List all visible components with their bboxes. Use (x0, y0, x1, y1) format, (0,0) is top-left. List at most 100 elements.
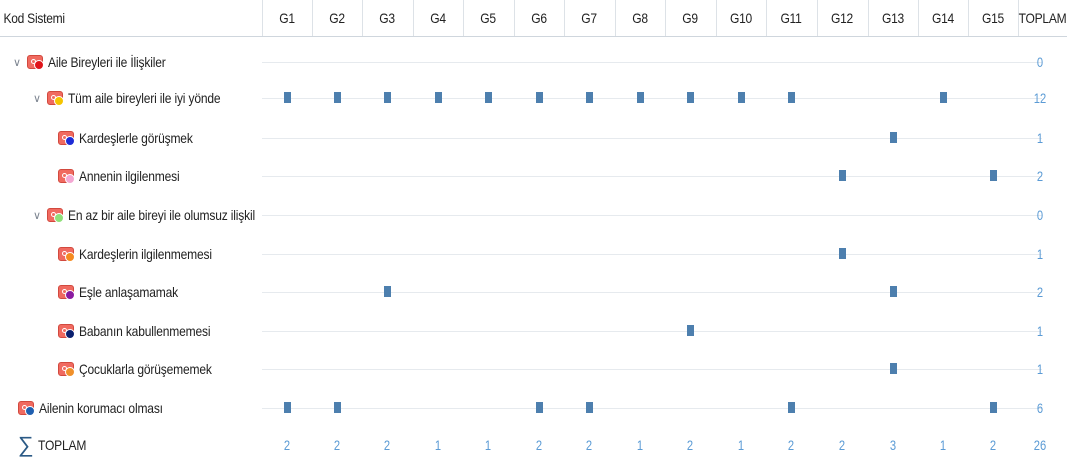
code-row[interactable]: Eşle anlaşamamak 2 (0, 276, 1067, 308)
column-divider[interactable] (362, 0, 363, 36)
coded-segment-mark-g2[interactable] (334, 402, 341, 413)
coded-segment-mark-g15[interactable] (990, 402, 997, 413)
chevron-down-icon[interactable]: ∨ (30, 208, 44, 222)
column-header-g4[interactable]: G4 (417, 0, 460, 36)
code-tag-icon (58, 323, 76, 339)
totals-row: ∑ TOPLAM 2 2 2 1 1 2 2 1 2 1 2 2 3 1 2 26 (0, 429, 1067, 461)
column-divider[interactable] (312, 0, 313, 36)
coded-segment-mark-g12[interactable] (839, 248, 846, 259)
column-divider[interactable] (564, 0, 565, 36)
column-total-g11: 2 (783, 429, 799, 461)
column-header-code-system[interactable]: Kod Sistemi (0, 0, 236, 36)
coded-segment-mark-g8[interactable] (637, 92, 644, 103)
coded-segment-mark-g10[interactable] (738, 92, 745, 103)
code-row-label-group: Kardeşlerle görüşmek (58, 122, 211, 154)
column-total-g12: 2 (834, 429, 850, 461)
column-divider[interactable] (615, 0, 616, 36)
code-row[interactable]: Babanın kabullenmemesi 1 (0, 315, 1067, 347)
color-dot-icon (65, 367, 75, 377)
coded-segment-mark-g3[interactable] (384, 92, 391, 103)
grand-total: 26 (1032, 429, 1048, 461)
column-header-g1[interactable]: G1 (266, 0, 309, 36)
code-row[interactable]: ∨ En az bir aile bireyi ile olumsuz ilişk… (0, 199, 1067, 231)
coded-segment-mark-g11[interactable] (788, 92, 795, 103)
row-guide-line (262, 215, 1042, 216)
column-header-g12[interactable]: G12 (821, 0, 864, 36)
column-header-g2[interactable]: G2 (316, 0, 359, 36)
column-divider[interactable] (463, 0, 464, 36)
code-row-label-group: Ailenin korumacı olması (18, 392, 183, 424)
color-dot-icon (54, 213, 64, 223)
column-divider[interactable] (514, 0, 515, 36)
column-header-g10[interactable]: G10 (720, 0, 763, 36)
row-guide-line (262, 138, 1042, 139)
coded-segment-mark-g5[interactable] (485, 92, 492, 103)
coded-segment-mark-g11[interactable] (788, 402, 795, 413)
code-label: En az bir aile bireyi ile olumsuz ilişki… (68, 207, 255, 223)
code-row[interactable]: Çocuklarla görüşememek 1 (0, 353, 1067, 385)
row-guide-line (262, 369, 1042, 370)
code-tag-icon (18, 400, 36, 416)
row-guide-line (262, 62, 1042, 63)
coded-segment-mark-g4[interactable] (435, 92, 442, 103)
column-divider[interactable] (413, 0, 414, 36)
column-header-g6[interactable]: G6 (518, 0, 561, 36)
column-header-g11[interactable]: G11 (770, 0, 813, 36)
code-tag-icon (58, 168, 76, 184)
chevron-down-icon[interactable]: ∨ (30, 91, 44, 105)
coded-segment-mark-g13[interactable] (890, 132, 897, 143)
column-divider[interactable] (918, 0, 919, 36)
column-header-total[interactable]: TOPLAM (1021, 0, 1063, 36)
column-header-g7[interactable]: G7 (568, 0, 611, 36)
code-row-label-group: Annenin ilgilenmesi (58, 160, 196, 192)
coded-segment-mark-g12[interactable] (839, 170, 846, 181)
code-row[interactable]: Kardeşlerle görüşmek 1 (0, 122, 1067, 154)
row-total: 1 (1032, 122, 1048, 154)
code-row[interactable]: ∨ Tüm aile bireyleri ile iyi yönde 12 (0, 82, 1067, 114)
code-label: Babanın kabullenmemesi (79, 323, 210, 339)
coded-segment-mark-g13[interactable] (890, 363, 897, 374)
code-label: Çocuklarla görüşememek (79, 361, 212, 377)
coded-segment-mark-g14[interactable] (940, 92, 947, 103)
column-header-g5[interactable]: G5 (467, 0, 510, 36)
column-header-g13[interactable]: G13 (872, 0, 915, 36)
coded-segment-mark-g7[interactable] (586, 92, 593, 103)
column-header-g8[interactable]: G8 (619, 0, 662, 36)
column-header-g15[interactable]: G15 (972, 0, 1015, 36)
coded-segment-mark-g15[interactable] (990, 170, 997, 181)
coded-segment-mark-g9[interactable] (687, 92, 694, 103)
code-row[interactable]: Ailenin korumacı olması 6 (0, 392, 1067, 424)
column-divider[interactable] (817, 0, 818, 36)
coded-segment-mark-g7[interactable] (586, 402, 593, 413)
coded-segment-mark-g9[interactable] (687, 325, 694, 336)
column-header-g9[interactable]: G9 (669, 0, 712, 36)
column-divider[interactable] (665, 0, 666, 36)
column-divider[interactable] (766, 0, 767, 36)
chevron-down-icon[interactable]: ∨ (10, 55, 24, 69)
coded-segment-mark-g2[interactable] (334, 92, 341, 103)
code-row[interactable]: Kardeşlerin ilgilenmemesi 1 (0, 238, 1067, 270)
column-total-g13: 3 (885, 429, 901, 461)
column-divider[interactable] (716, 0, 717, 36)
code-label: Kardeşlerin ilgilenmemesi (79, 246, 212, 262)
coded-segment-mark-g6[interactable] (536, 402, 543, 413)
coded-segment-mark-g13[interactable] (890, 286, 897, 297)
column-divider[interactable] (968, 0, 969, 36)
color-dot-icon (25, 406, 35, 416)
coded-segment-mark-g1[interactable] (284, 402, 291, 413)
coded-segment-mark-g6[interactable] (536, 92, 543, 103)
code-row[interactable]: Annenin ilgilenmesi 2 (0, 160, 1067, 192)
code-row-label-group: Çocuklarla görüşememek (58, 353, 233, 385)
column-divider[interactable] (868, 0, 869, 36)
code-label: Kardeşlerle görüşmek (79, 130, 193, 146)
coded-segment-mark-g3[interactable] (384, 286, 391, 297)
code-row-label-group: Babanın kabullenmemesi (58, 315, 232, 347)
column-total-g15: 2 (985, 429, 1001, 461)
row-guide-line (262, 98, 1042, 99)
column-header-g3[interactable]: G3 (366, 0, 409, 36)
code-tag-icon (47, 90, 65, 106)
coded-segment-mark-g1[interactable] (284, 92, 291, 103)
code-row[interactable]: ∨ Aile Bireyleri ile İlişkiler 0 (0, 46, 1067, 78)
column-divider[interactable] (262, 0, 263, 36)
column-header-g14[interactable]: G14 (922, 0, 965, 36)
